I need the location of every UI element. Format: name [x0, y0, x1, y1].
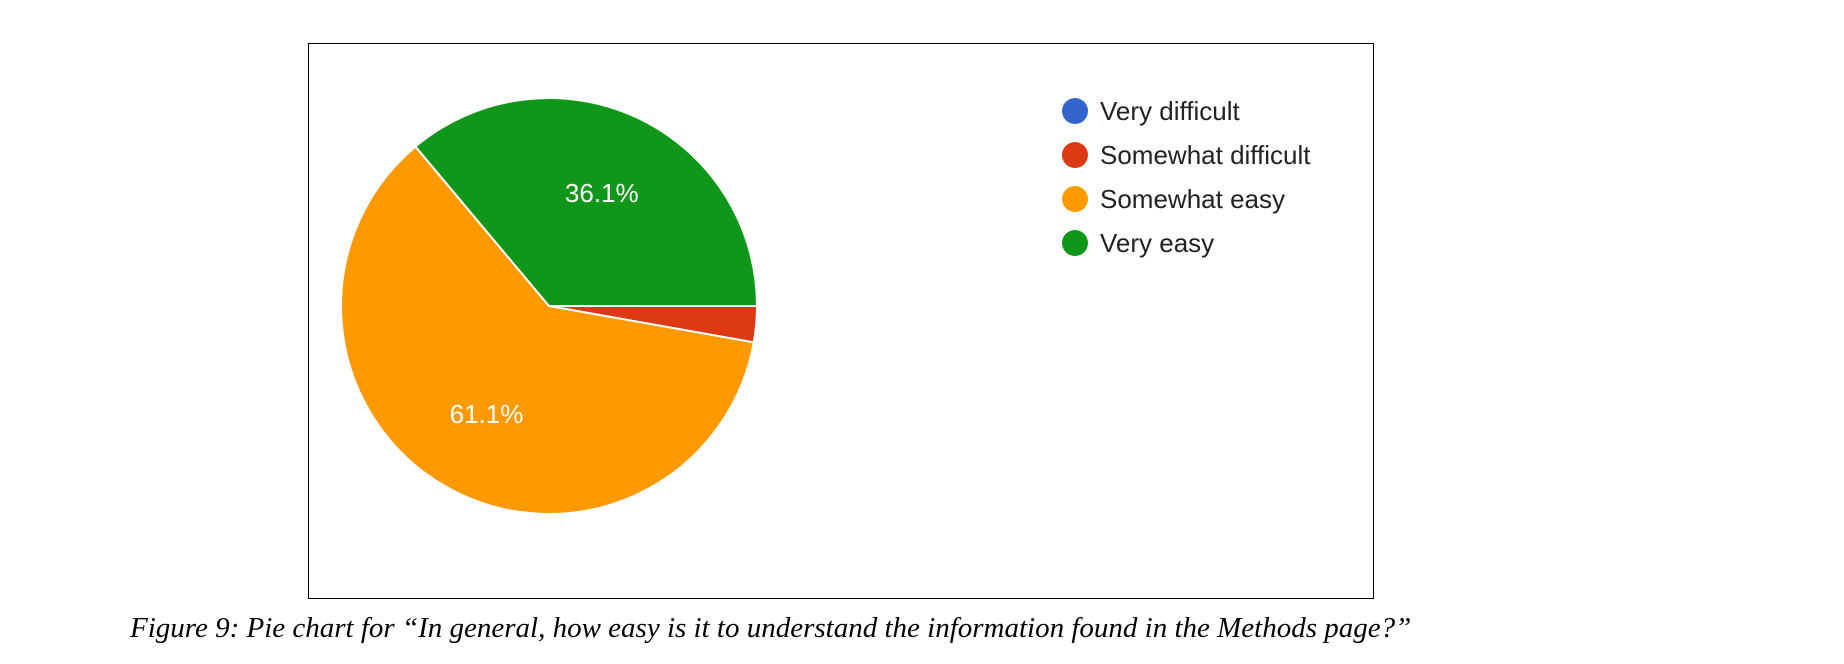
legend-label-very-easy: Very easy: [1100, 228, 1214, 258]
legend-swatch-very-easy: [1062, 230, 1088, 256]
pie-slice-very-easy: [414, 97, 759, 307]
figure-caption: Figure 9: Pie chart for “In general, how…: [130, 612, 1412, 644]
legend-label-very-difficult: Very difficult: [1100, 96, 1240, 126]
legend-label-somewhat-difficult: Somewhat difficult: [1100, 140, 1311, 170]
legend-label-somewhat-easy: Somewhat easy: [1100, 184, 1285, 214]
legend-swatch-somewhat-difficult: [1062, 142, 1088, 168]
legend-swatch-somewhat-easy: [1062, 186, 1088, 212]
chart-frame: 61.1% 36.1% Very difficult Somewhat difficu…: [308, 43, 1374, 599]
data-label-very-easy: 36.1%: [565, 178, 639, 208]
data-label-somewhat-easy: 61.1%: [450, 399, 524, 429]
legend-swatch-very-difficult: [1062, 98, 1088, 124]
pie-chart: 61.1% 36.1% Very difficult Somewhat difficu…: [340, 96, 1311, 515]
pie-slice-somewhat-easy: [340, 145, 755, 515]
